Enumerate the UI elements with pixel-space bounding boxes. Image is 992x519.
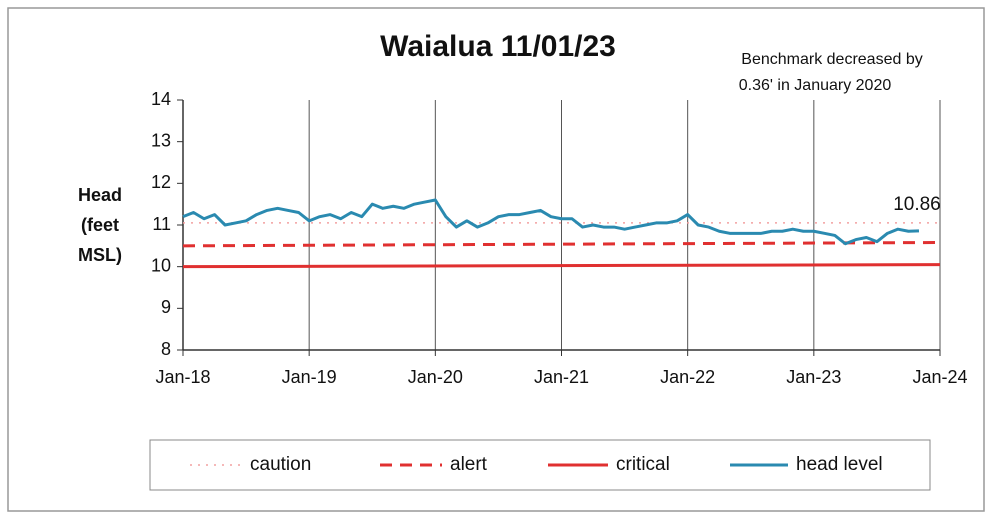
y-tick-label: 11 [152,214,171,234]
y-tick-label: 14 [151,89,171,109]
x-tick-label: Jan-20 [408,367,463,387]
x-tick-label: Jan-22 [660,367,715,387]
chart-frame [7,7,985,512]
y-tick-label: 9 [161,297,171,317]
legend-label: head level [796,454,883,475]
y-axis-label: MSL) [78,245,122,265]
legend-label: critical [616,454,670,475]
x-tick-label: Jan-21 [534,367,589,387]
y-tick-label: 8 [161,339,171,359]
legend-box [149,439,931,491]
x-tick-label: Jan-23 [786,367,841,387]
y-tick-label: 10 [151,255,171,275]
annotation: Benchmark decreased by [741,51,922,68]
x-tick-label: Jan-18 [155,367,210,387]
y-tick-label: 13 [151,130,171,150]
y-tick-label: 12 [151,172,171,192]
chart-title: Waialua 11/01/23 [380,30,616,63]
y-axis-label: Head [78,185,122,205]
x-tick-label: Jan-19 [282,367,337,387]
legend-label: alert [450,454,488,475]
legend-label: caution [250,454,311,475]
y-axis-label: (feet [81,215,119,235]
series-line [182,241,941,248]
x-tick-label: Jan-24 [912,367,967,387]
annotation: 0.36' in January 2020 [739,77,892,94]
series-line [182,263,941,269]
series-line [182,198,920,246]
data-label: 10.86 [893,194,941,215]
